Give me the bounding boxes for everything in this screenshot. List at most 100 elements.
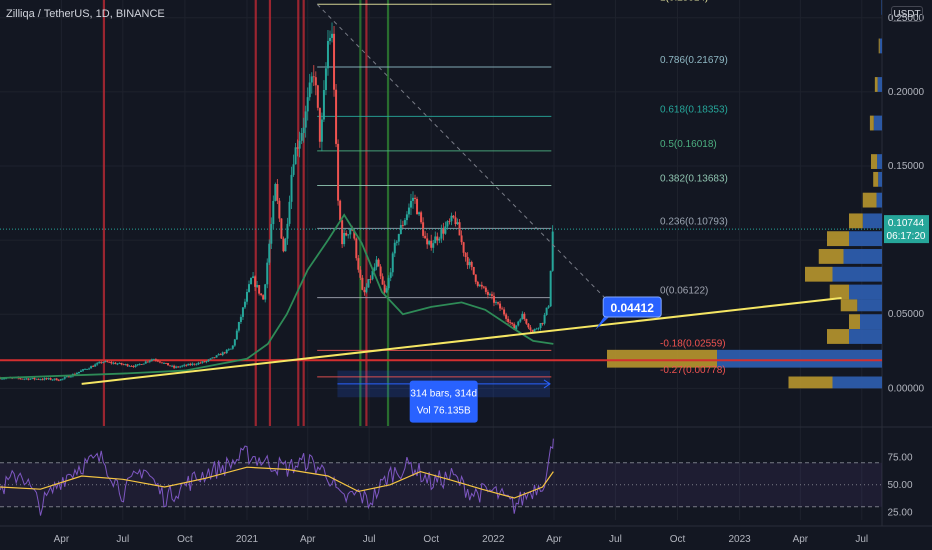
candle-up (274, 184, 277, 201)
candle-down (505, 314, 508, 319)
candle-down (499, 303, 502, 309)
fib-level-label: 0.5(0.16018) (660, 139, 717, 150)
candle-down (353, 230, 356, 239)
volume-profile-down-bar (829, 284, 849, 300)
candle-up (79, 370, 82, 372)
candle-down (165, 362, 168, 364)
measure-arrow-head (543, 379, 551, 389)
candle-down (466, 257, 469, 266)
date-range-measure[interactable]: 314 bars, 314d Vol 76.135B (337, 370, 551, 423)
volume-profile-up-bar (860, 314, 882, 330)
candle-down (203, 361, 206, 363)
candle-up (53, 378, 56, 380)
candle-up (150, 359, 153, 361)
volume-profile-down-bar (827, 329, 849, 344)
candle-up (124, 364, 127, 365)
yellow-trendline (81, 296, 842, 385)
rsi-tick-label: 75.00 (887, 452, 912, 463)
candle-down (527, 323, 530, 328)
drawings[interactable] (0, 3, 882, 385)
candle-up (543, 314, 546, 324)
fibonacci-retracement[interactable]: 1(0.25914) 0.786(0.21679) 0.618(0.18353) 0.… (317, 0, 728, 378)
candle-up (444, 226, 447, 234)
candle-up (243, 301, 246, 308)
candle-up (237, 321, 240, 331)
candle-down (361, 277, 364, 290)
volume-profile-up-bar (881, 0, 882, 15)
candle-up (239, 316, 242, 322)
volume-profile-down-bar (862, 192, 877, 208)
candle-down (363, 289, 366, 293)
candle-up (308, 82, 311, 98)
candle-up (116, 363, 119, 365)
time-tick-label: Jul (363, 534, 376, 545)
candle-down (45, 378, 48, 380)
candle-up (302, 127, 305, 133)
candle-up (221, 352, 224, 356)
candle-down (497, 302, 500, 304)
candle-up (195, 364, 198, 366)
candle-down (424, 235, 427, 239)
candle-down (355, 238, 358, 259)
symbol-title[interactable]: Zilliqa / TetherUS, 1D, BINANCE (6, 8, 165, 20)
candle-up (331, 33, 334, 38)
price-callout[interactable]: 0.04412 (595, 296, 662, 330)
candle-up (63, 377, 66, 379)
candle-up (142, 363, 145, 365)
candle-down (106, 361, 109, 363)
candle-up (118, 362, 121, 364)
candle-down (140, 364, 143, 365)
candle-up (517, 321, 520, 326)
candle-down (276, 184, 279, 201)
candle-up (515, 325, 518, 330)
candle-down (262, 295, 265, 300)
candle-down (420, 212, 423, 223)
candle-up (343, 232, 346, 245)
candle-up (51, 379, 54, 381)
candle-down (474, 274, 477, 282)
time-tick-label: Oct (177, 534, 193, 545)
volume-profile-up-bar (717, 349, 882, 368)
candle-up (43, 378, 46, 380)
fib-level-label: 0.786(0.21679) (660, 55, 728, 66)
candle-up (264, 284, 267, 300)
candle-up (82, 369, 85, 371)
candle-up (397, 234, 400, 242)
candle-up (547, 306, 550, 308)
candle-down (160, 362, 163, 364)
candle-down (318, 107, 321, 142)
fib-level-label: 1(0.25914) (660, 0, 708, 3)
measure-label-box (409, 380, 478, 423)
candle-up (456, 222, 459, 225)
volume-profile-up-bar (879, 38, 882, 54)
time-tick-label: Jul (609, 534, 622, 545)
candle-up (252, 276, 255, 278)
candle-up (250, 277, 253, 285)
candle-up (385, 288, 388, 293)
time-tick-label: 2021 (236, 534, 259, 545)
fib-level-label: 0.236(0.10793) (660, 216, 728, 227)
candle-up (290, 174, 293, 202)
candle-up (272, 200, 275, 225)
vertical-markers (102, 0, 390, 426)
currency-button[interactable]: USDT (891, 6, 923, 22)
candle-up (537, 327, 540, 329)
candle-up (90, 366, 93, 369)
candle-down (531, 330, 534, 332)
candle-up (187, 363, 190, 366)
candle-down (67, 376, 70, 378)
candle-up (399, 225, 402, 235)
volume-profile-up-bar (857, 299, 882, 312)
candle-down (509, 322, 512, 323)
candle-up (347, 234, 350, 236)
candle-up (61, 378, 64, 380)
candle-down (452, 215, 455, 218)
candle-up (389, 272, 392, 278)
candle-up (233, 339, 236, 346)
candle-down (158, 361, 161, 363)
candle-down (122, 364, 125, 366)
candle-down (401, 225, 404, 226)
candle-down (130, 365, 133, 367)
candle-up (241, 307, 244, 317)
